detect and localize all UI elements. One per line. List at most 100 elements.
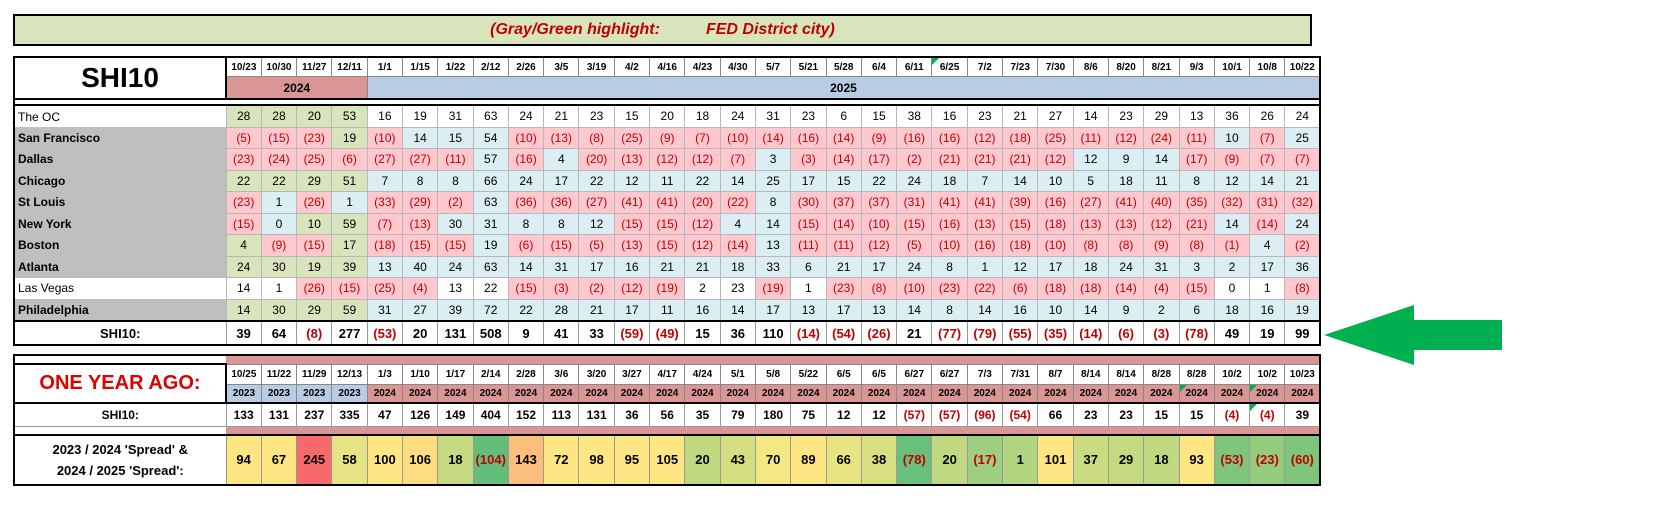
city-value-cell: (7) [1249, 148, 1286, 171]
year-ago-shi10-cell: 35 [684, 401, 721, 427]
shi10-total-cell: (26) [860, 320, 898, 345]
city-value-cell: 16 [684, 298, 721, 322]
city-value-cell: (10) [1037, 234, 1074, 257]
city-value-cell: 1 [260, 277, 298, 300]
spread-cell: 67 [260, 433, 298, 485]
city-value-cell: 9 [1107, 298, 1145, 322]
city-value-cell: 8 [543, 212, 580, 235]
city-value-cell: (41) [1107, 191, 1145, 214]
shi10-total-cell: 110 [754, 320, 792, 345]
city-value-cell: 21 [1002, 104, 1039, 128]
year-ago-shi10-label: SHI10: [13, 401, 227, 427]
year-ago-shi10-cell: 75 [790, 401, 827, 427]
city-value-cell: (15) [331, 277, 368, 300]
spread-row: 2023 / 2024 'Spread' & 2024 / 2025 'Sprea… [13, 433, 1321, 485]
city-value-cell: (33) [366, 191, 403, 214]
shi10-total-cell: (54) [825, 320, 862, 345]
city-value-cell: (10) [860, 212, 898, 235]
year-ago-year-cell: 2024 [1213, 383, 1251, 403]
year-ago-year-cell: 2024 [790, 383, 827, 403]
year-ago-year-cell: 2024 [507, 383, 545, 403]
shi10-total-cell: (79) [966, 320, 1004, 345]
spread-cell: 66 [825, 433, 862, 485]
city-value-cell: (11) [790, 234, 827, 257]
year-ago-shi10-cell: 133 [225, 401, 262, 427]
city-value-cell: 8 [401, 169, 439, 192]
city-value-cell: (21) [966, 148, 1004, 171]
city-value-cell: 13 [366, 255, 403, 278]
year-ago-date-cell: 10/2 [1213, 363, 1251, 385]
year-ago-shi10-cell: 131 [260, 401, 298, 427]
city-value-cell: 33 [754, 255, 792, 278]
shi10-total-cell: 36 [719, 320, 756, 345]
city-value-cell: (14) [825, 212, 862, 235]
date-header-cell: 8/6 [1072, 56, 1109, 77]
city-value-cell: 10 [296, 212, 333, 235]
spread-cell: 18 [437, 433, 474, 485]
highlight-legend-banner: (Gray/Green highlight: FED District city… [13, 14, 1312, 46]
spread-label-line-1: 2023 / 2024 'Spread' & [52, 441, 189, 457]
city-value-cell: 39 [437, 298, 474, 322]
city-value-cell: 21 [684, 255, 721, 278]
year-ago-shi10-cell: 152 [507, 401, 545, 427]
year-ago-year-cell: 2024 [719, 383, 756, 403]
city-value-cell: (26) [296, 277, 333, 300]
year-ago-year-cell: 2024 [896, 383, 933, 403]
city-row: The OC 28 28 20 53 16 19 31 63 24 21 23 15 20 18 24 31 23… [14, 104, 1321, 128]
banner-text-1: (Gray/Green highlight: [490, 21, 660, 38]
city-value-cell: (23) [931, 277, 968, 300]
year-ago-date-row: ONE YEAR AGO: 10/25 11/22 11/29 12/13 1/3 1/10… [13, 363, 1321, 404]
city-value-cell: (11) [437, 148, 474, 171]
city-value-cell: 30 [260, 298, 298, 322]
city-value-cell: 14 [1072, 298, 1109, 322]
city-value-cell: 21 [1284, 169, 1321, 192]
spread-cell: 95 [613, 433, 651, 485]
city-value-cell: 17 [1037, 255, 1074, 278]
year-ago-date-cell: 8/14 [1072, 363, 1109, 385]
city-value-cell: (13) [613, 148, 651, 171]
city-value-cell: (9) [649, 126, 686, 149]
city-value-cell: 13 [860, 298, 898, 322]
city-value-cell: (12) [860, 234, 898, 257]
city-value-cell: (2) [1284, 234, 1321, 257]
city-value-cell: 23 [578, 104, 615, 128]
city-value-cell: (27) [366, 148, 403, 171]
city-value-cell: (16) [931, 212, 968, 235]
shi10-total-cell: 277 [331, 320, 368, 345]
city-value-cell: (25) [613, 126, 651, 149]
city-value-cell: 17 [613, 298, 651, 322]
city-value-cell: 22 [472, 277, 509, 300]
date-header-cell: 6/4 [860, 56, 898, 77]
city-value-cell: (8) [860, 277, 898, 300]
city-value-cell: (8) [1284, 277, 1321, 300]
city-row: Chicago 22 22 29 51 7 8 8 66 24 17 22 12 11 22 14 25 17 15… [14, 169, 1321, 192]
city-value-cell: (12) [684, 148, 721, 171]
city-value-cell: 17 [578, 255, 615, 278]
city-name: Dallas [14, 148, 226, 170]
year-ago-date-cell: 4/17 [649, 363, 686, 385]
city-value-cell: (13) [1107, 212, 1145, 235]
spread-cell: 101 [1037, 433, 1074, 485]
year-ago-year-cell: 2023 [331, 383, 368, 403]
city-value-cell: (15) [613, 212, 651, 235]
city-value-cell: 54 [472, 126, 509, 149]
year-ago-date-cell: 10/23 [1284, 363, 1321, 385]
year-ago-shi10-cell: 66 [1037, 401, 1074, 427]
city-value-cell: 18 [719, 255, 756, 278]
city-value-cell: 7 [966, 169, 1004, 192]
year-ago-date-cell: 8/28 [1143, 363, 1180, 385]
shi10-total-cell: 33 [578, 320, 615, 345]
date-header-cell: 4/23 [684, 56, 721, 77]
city-value-cell: 6 [1178, 298, 1215, 322]
city-value-cell: (12) [613, 277, 651, 300]
city-value-cell: 8 [754, 191, 792, 214]
city-value-cell: 28 [225, 104, 262, 128]
city-value-cell: 17 [825, 298, 862, 322]
city-value-cell: (12) [684, 212, 721, 235]
spread-cell: 18 [1143, 433, 1180, 485]
city-value-cell: (17) [1178, 148, 1215, 171]
city-value-cell: 14 [225, 298, 262, 322]
year-ago-year-cell: 2024 [825, 383, 862, 403]
city-value-cell: 17 [543, 169, 580, 192]
city-value-cell: (12) [684, 234, 721, 257]
